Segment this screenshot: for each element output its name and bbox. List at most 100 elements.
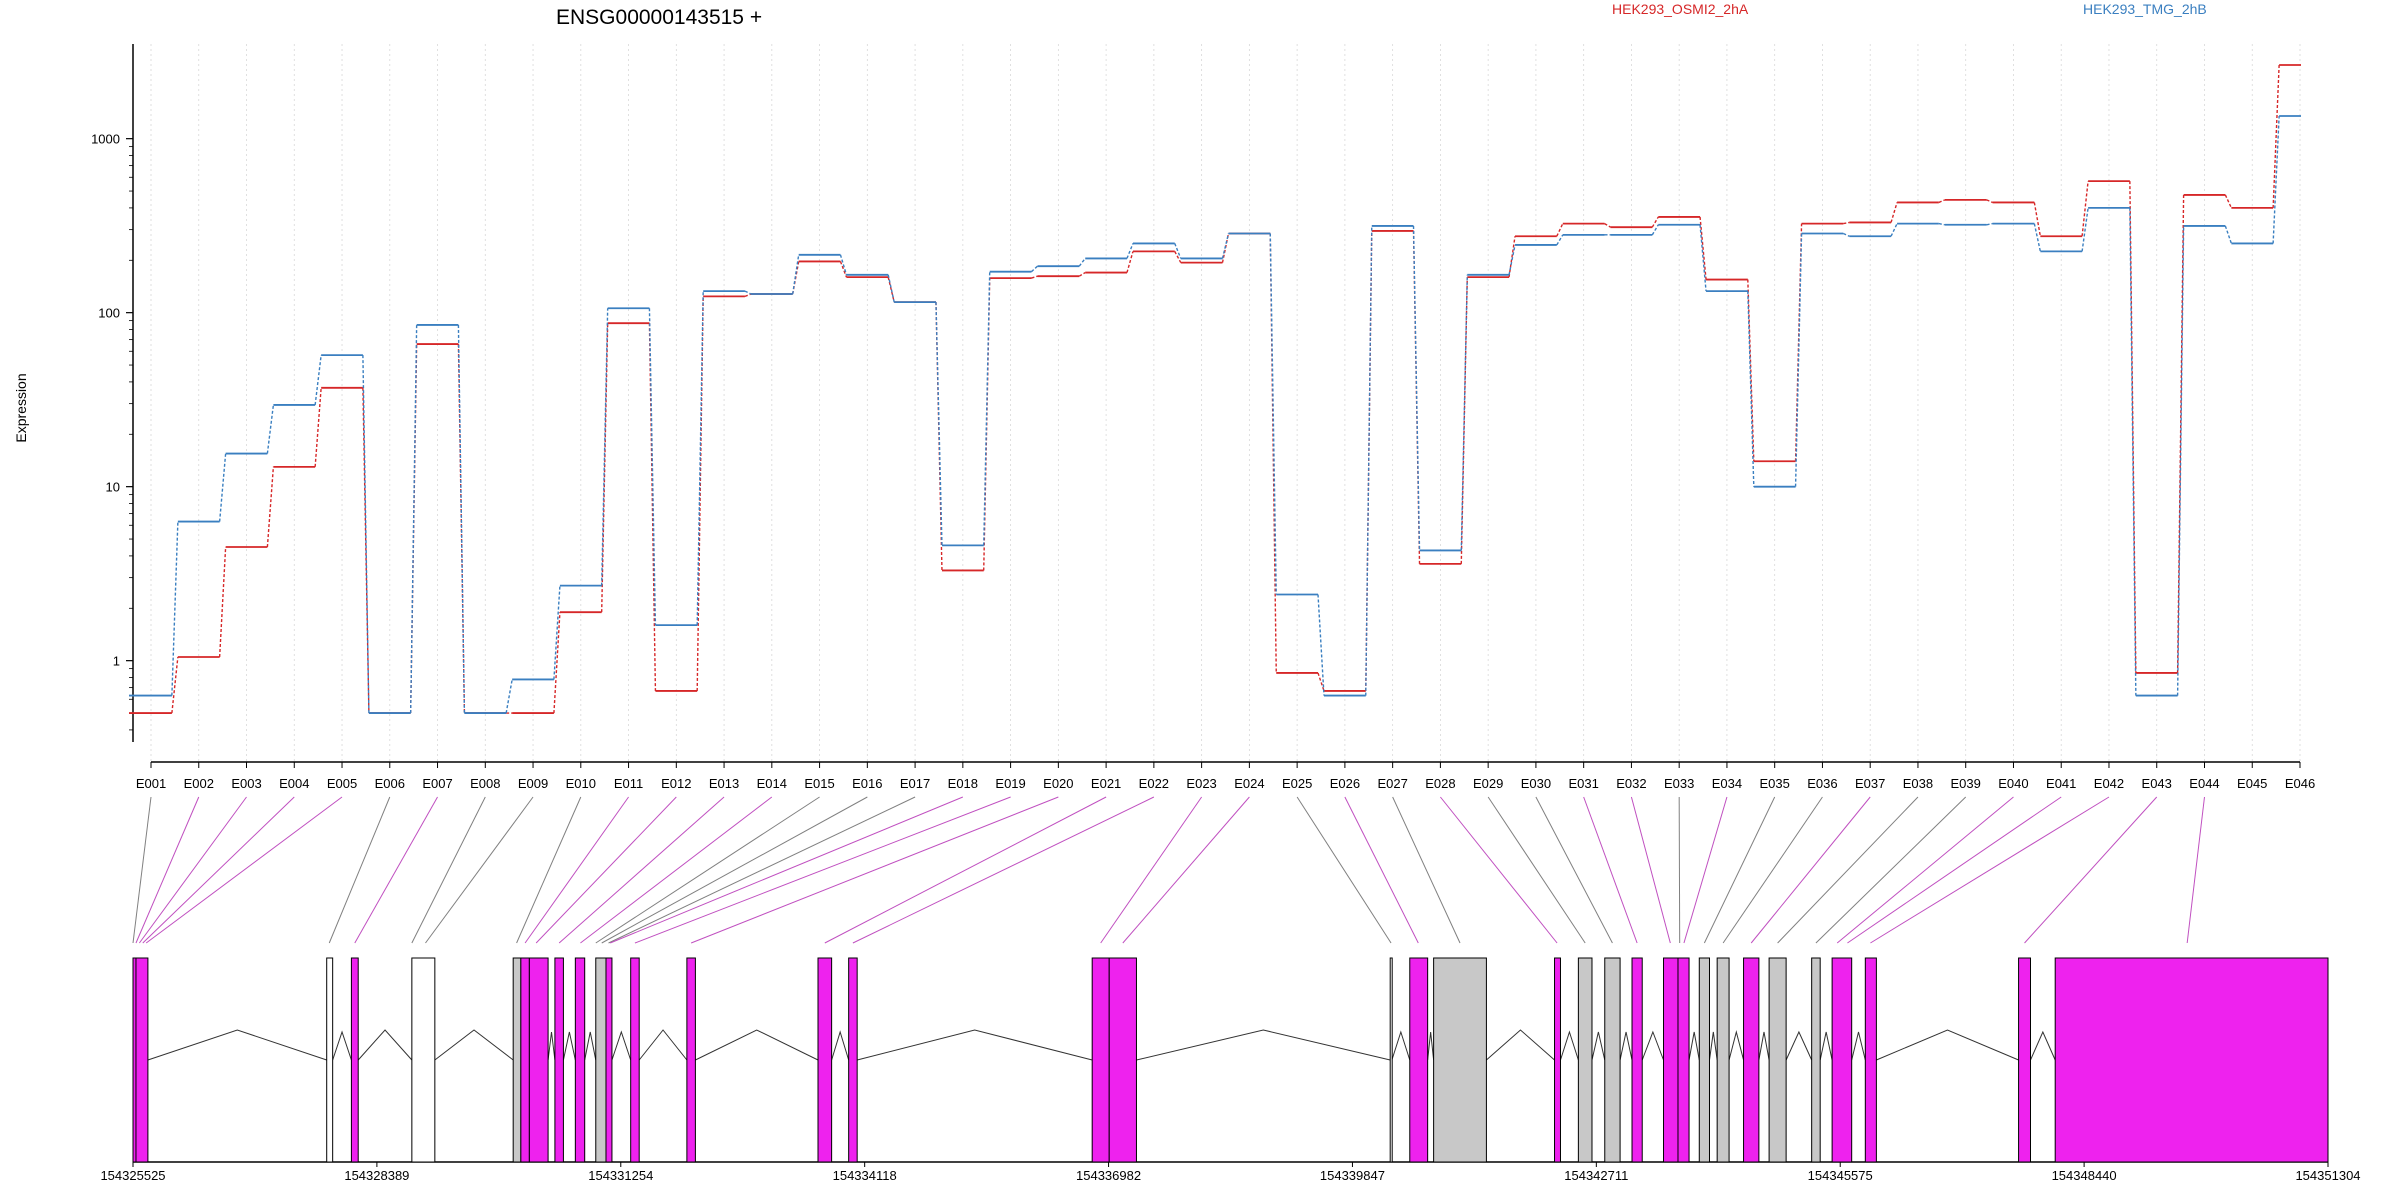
series-connector — [2081, 181, 2089, 237]
exon-box — [1768, 957, 1787, 1163]
exon-box — [1108, 957, 1137, 1163]
exon-box — [1831, 957, 1853, 1163]
series-connector — [744, 293, 752, 298]
series-connector — [2224, 225, 2233, 244]
exon-label: E006 — [375, 776, 405, 791]
intron-line — [562, 1031, 576, 1061]
series-connector — [2272, 115, 2280, 244]
coordinate-label: 154351304 — [2295, 1168, 2360, 1183]
exon-link-line — [690, 796, 1059, 944]
exon-link-line — [595, 796, 820, 944]
exon-link-line — [1847, 796, 2062, 944]
series-layer — [129, 64, 2301, 714]
exon-link-line — [558, 796, 725, 944]
series-connector — [1699, 224, 1707, 292]
exon-label: E014 — [757, 776, 787, 791]
exon-label: E046 — [2285, 776, 2315, 791]
intron-line — [1391, 1030, 1411, 1061]
exon-link-line — [852, 796, 1155, 944]
exon-label: E030 — [1521, 776, 1551, 791]
intron-line — [434, 1029, 514, 1061]
exon-link-line — [824, 796, 1107, 944]
coordinate-label: 154342711 — [1564, 1168, 1628, 1183]
legend-item-osmi2: HEK293_OSMI2_2hA — [1612, 1, 1749, 17]
y-axis-label: Expression — [13, 373, 29, 442]
series-connector — [600, 308, 609, 586]
grid-layer — [150, 44, 2301, 762]
series-connector — [1890, 202, 1898, 223]
series-connector — [553, 585, 561, 680]
series-connector — [2224, 194, 2233, 209]
exon-label: E012 — [661, 776, 691, 791]
series-connector — [314, 355, 322, 406]
exon-box — [595, 957, 607, 1163]
series-connector — [1174, 243, 1182, 259]
intron-line — [2030, 1030, 2056, 1061]
series-connector — [2272, 64, 2280, 208]
exon-label: E033 — [1664, 776, 1694, 791]
series-connector — [266, 404, 275, 454]
intron-line — [584, 1031, 597, 1061]
y-tick-label: 10 — [106, 480, 120, 495]
exon-link-line — [580, 796, 773, 944]
series-connector — [2129, 207, 2137, 696]
series-connector — [1508, 236, 1516, 278]
exon-box — [686, 957, 696, 1163]
exon-box — [1716, 957, 1730, 1163]
exon-link-line — [145, 796, 343, 944]
series-connector — [983, 271, 991, 546]
series-connector — [1078, 257, 1086, 267]
exon-box — [1409, 957, 1429, 1163]
series-connector — [1126, 243, 1134, 259]
exon-link-line — [610, 796, 964, 944]
series-connector — [1843, 221, 1850, 225]
exon-link-line — [608, 796, 916, 944]
exon-link-line — [425, 796, 534, 944]
exon-label: E021 — [1091, 776, 1121, 791]
exon-box — [1604, 957, 1621, 1163]
series-connector — [1604, 222, 1611, 228]
exon-link-line — [1296, 796, 1392, 944]
intron-line — [1427, 1031, 1435, 1061]
series-connector — [1221, 233, 1230, 259]
exon-link-line — [516, 796, 582, 944]
series-connector — [553, 612, 561, 714]
exon-box — [1433, 957, 1487, 1163]
series-connector — [1269, 233, 1277, 673]
exon-label: E015 — [804, 776, 834, 791]
series-connector — [171, 656, 179, 714]
series-connector — [1986, 199, 1993, 204]
exon-label: E029 — [1473, 776, 1503, 791]
exon-box — [817, 957, 833, 1163]
series-connector — [2081, 207, 2089, 252]
exon-label: E019 — [995, 776, 1025, 791]
exon-box — [1864, 957, 1877, 1163]
series-connector — [266, 466, 275, 548]
y-tick-label: 1 — [113, 654, 120, 669]
exon-link-line — [1535, 796, 1613, 944]
series-connector — [744, 290, 752, 295]
exon-label: E034 — [1712, 776, 1742, 791]
series-connector — [1747, 279, 1755, 462]
series-connector — [1031, 265, 1038, 273]
exon-label: E027 — [1377, 776, 1407, 791]
exon-link-line — [2024, 796, 2158, 944]
intron-line — [1819, 1031, 1833, 1061]
coordinate-label: 154328389 — [344, 1168, 409, 1183]
exon-box — [2054, 957, 2329, 1163]
exon-link-line — [1683, 796, 1728, 944]
intron-line — [357, 1029, 413, 1061]
exon-link-line — [1836, 796, 2014, 944]
series-connector — [1938, 199, 1946, 204]
y-tick-label: 100 — [98, 306, 120, 321]
exon-label: E031 — [1568, 776, 1598, 791]
series-connector — [1986, 222, 1993, 226]
exon-link-line — [132, 796, 152, 944]
series-connector — [1747, 291, 1755, 487]
series-connector — [505, 679, 513, 714]
exon-label: E010 — [566, 776, 596, 791]
series-connector — [1843, 232, 1850, 237]
series-connector — [1269, 233, 1277, 595]
exon-label: E023 — [1186, 776, 1216, 791]
series-connector — [1460, 274, 1468, 551]
